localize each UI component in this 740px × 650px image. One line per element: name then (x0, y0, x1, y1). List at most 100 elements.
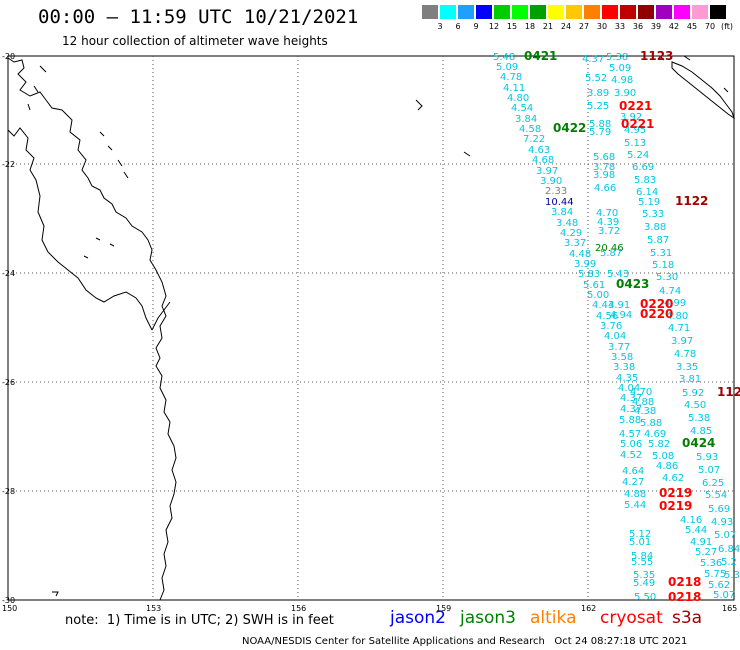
wave-value: 3.78 (593, 162, 615, 173)
wave-value: 4.80 (507, 93, 529, 104)
legend-swatch (512, 5, 528, 19)
wave-value: 3.98 (593, 170, 615, 181)
wave-value: 4.70 (596, 208, 618, 219)
legend-label: 21 (542, 22, 554, 31)
wave-value: 5.31 (650, 248, 672, 259)
wave-value: 5.33 (642, 209, 664, 220)
wave-value: 4.38 (634, 406, 656, 417)
wave-value: 5.18 (652, 260, 674, 271)
legend-label: 12 (488, 22, 500, 31)
wave-value: 4.37 (620, 404, 642, 415)
wave-value: 5.88 (589, 119, 611, 130)
wave-value: 5.2 (721, 557, 737, 568)
legend-swatch (440, 5, 456, 19)
wave-value: 4.80 (666, 311, 688, 322)
mission-jason2: jason2 (390, 608, 446, 628)
wave-value: 4.66 (594, 183, 616, 194)
wave-value: 3.89 (587, 88, 609, 99)
wave-value: 5.55 (631, 557, 653, 568)
wave-value: 5.88 (640, 418, 662, 429)
wave-value: 5.52 (585, 73, 607, 84)
wave-value: 4.78 (674, 349, 696, 360)
wave-value: 5.79 (589, 127, 611, 138)
legend-swatch (458, 5, 474, 19)
wave-value: 4.39 (597, 217, 619, 228)
wave-value: 4.85 (690, 426, 712, 437)
wave-value: 4.64 (622, 466, 644, 477)
wave-value: 3.58 (611, 352, 633, 363)
lon-label: 159 (436, 604, 451, 613)
lat-label: -20 (2, 52, 15, 61)
wave-value: 5.61 (583, 280, 605, 291)
legend-label: 39 (650, 22, 662, 31)
wave-value: 5.01 (629, 537, 651, 548)
pass-time: 0424 (682, 436, 715, 450)
wave-value: 3.81 (679, 374, 701, 385)
longitude-labels: 150 153 156 159 162 165 (2, 604, 737, 613)
wave-value: 4.11 (503, 83, 525, 94)
wave-value: 5.27 (695, 547, 717, 558)
wave-value: 5.54 (705, 490, 727, 501)
wave-value: 5.69 (708, 504, 730, 515)
wave-value: 5.07 (698, 465, 720, 476)
wave-value: 4.35 (616, 373, 638, 384)
wave-value: 3.90 (540, 176, 562, 187)
lat-label: -28 (2, 487, 15, 496)
wave-value: 3.72 (598, 226, 620, 237)
legend-swatch (422, 5, 438, 19)
pass-time: 0221 (619, 99, 652, 113)
wave-value: 7.22 (523, 134, 545, 145)
wave-value: 4.71 (668, 323, 690, 334)
wave-value: 5.83 (634, 175, 656, 186)
mission-jason3: jason3 (460, 608, 516, 628)
pass-time: 1122 (675, 194, 708, 208)
wave-value: 4.29 (560, 228, 582, 239)
wave-value: 4.95 (624, 125, 646, 136)
lon-label: 156 (291, 604, 306, 613)
wave-value: 5.12 (629, 529, 651, 540)
legend-label: 3 (437, 22, 443, 31)
legend-swatch (584, 5, 600, 19)
wave-value: 2.33 (545, 186, 567, 197)
wave-value: 3.84 (551, 207, 573, 218)
wave-value: 6.14 (636, 187, 658, 198)
mission-s3a: s3a (672, 608, 703, 628)
legend-label: 30 (596, 22, 608, 31)
wave-value: 6.25 (702, 478, 724, 489)
wave-value: 4.16 (680, 515, 702, 526)
legend-swatch (710, 5, 726, 19)
legend-label: 9 (473, 22, 479, 31)
lat-label: -24 (2, 269, 15, 278)
latitude-labels: -20 -22 -24 -26 -28 -30 (2, 52, 15, 605)
pass-time: 0220 (640, 297, 673, 311)
legend-label: 18 (524, 22, 536, 31)
wave-value: 4.04 (604, 331, 626, 342)
mission-cryosat: cryosat (600, 608, 663, 628)
wave-value: 5.24 (627, 150, 649, 161)
pass-time: 0218 (668, 590, 701, 604)
wave-value: 5.25 (587, 101, 609, 112)
wave-value: 4.78 (500, 72, 522, 83)
wave-value: 5.49 (633, 578, 655, 589)
legend-label: 33 (614, 22, 626, 31)
wave-value: 6.69 (632, 162, 654, 173)
wave-value: 5.08 (652, 451, 674, 462)
mission-altika: altika (530, 608, 577, 628)
map-title: 00:00 – 11:59 UTC 10/21/2021 (38, 6, 359, 28)
legend-swatch (476, 5, 492, 19)
wave-value: 4.74 (659, 286, 681, 297)
wave-value: 5.48 (493, 52, 515, 63)
wave-value: 3.97 (536, 166, 558, 177)
wave-value: 4.93 (711, 517, 733, 528)
wave-value: 5.50 (634, 592, 656, 603)
wave-value: 6.84 (718, 544, 740, 555)
lon-label: 150 (2, 604, 17, 613)
wave-value: 4.50 (684, 400, 706, 411)
wave-value: 5.68 (593, 152, 615, 163)
wave-value: 5.82 (648, 439, 670, 450)
wave-value: 4.98 (611, 75, 633, 86)
legend-label: 70 (704, 22, 716, 31)
wave-value: 5.00 (587, 290, 609, 301)
wave-value: 5.62 (708, 580, 730, 591)
wave-value: 4.37 (620, 393, 642, 404)
